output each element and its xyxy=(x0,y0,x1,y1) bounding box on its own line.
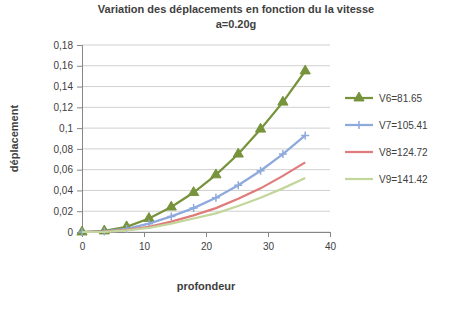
y-tick: 0,12 xyxy=(54,102,82,113)
series-marker xyxy=(257,167,265,175)
series-line xyxy=(82,71,305,232)
series-marker xyxy=(233,148,243,157)
legend-marker xyxy=(354,92,364,101)
y-tick-label: 0,04 xyxy=(54,185,74,196)
y-tick-label: 0,08 xyxy=(54,144,74,155)
y-tick-mark xyxy=(77,211,82,212)
grid-line xyxy=(82,148,330,149)
y-tick-mark xyxy=(77,170,82,171)
title: Variation des déplacements en fonction d… xyxy=(98,3,374,15)
series-line xyxy=(82,178,305,232)
y-tick-label: 0,16 xyxy=(54,60,74,71)
series-marker xyxy=(166,201,176,210)
y-tick: 0,1 xyxy=(59,123,82,134)
y-tick-mark xyxy=(77,107,82,108)
legend-marker xyxy=(355,121,363,129)
series-marker xyxy=(212,194,220,202)
x-tick-label: 30 xyxy=(263,241,275,252)
y-tick-label: 0,02 xyxy=(54,206,74,217)
legend-swatch xyxy=(345,178,373,180)
legend-label: V9=141.42 xyxy=(379,174,428,185)
y-tick-mark xyxy=(77,149,82,150)
series-line xyxy=(82,135,305,232)
plot-area xyxy=(77,65,310,236)
grid xyxy=(82,45,330,232)
y-tick-mark xyxy=(77,87,82,88)
y-axis-title: déplacement xyxy=(8,105,20,173)
legend-item: V8=124.72 xyxy=(345,147,428,158)
legend: V6=81.65 V7=105.41 V8=124.72 V9=141.42 xyxy=(345,92,428,185)
x-axis: 0 10 20 30 40 xyxy=(80,232,337,252)
series-marker xyxy=(255,123,265,132)
series-marker xyxy=(189,187,199,196)
grid-line xyxy=(82,107,330,108)
y-tick: 0,16 xyxy=(54,60,82,71)
legend-item: V7=105.41 xyxy=(345,120,428,131)
y-tick: 0,08 xyxy=(54,144,82,155)
y-tick-label: 0,1 xyxy=(59,123,73,134)
x-tick-mark xyxy=(206,232,207,237)
series-marker xyxy=(300,65,310,74)
y-axis: 0 0,02 0,04 0,06 0,08 0,1 0,12 0,14 0,16 0,18 xyxy=(54,40,83,238)
series-marker xyxy=(167,212,175,220)
legend-item: V6=81.65 xyxy=(345,92,423,104)
y-tick-label: 0,12 xyxy=(54,102,74,113)
y-tick-label: 0,14 xyxy=(54,81,74,92)
y-tick: 0,04 xyxy=(54,185,82,196)
y-tick: 0,14 xyxy=(54,81,82,92)
grid-line xyxy=(82,65,330,66)
x-tick: 20 xyxy=(201,232,213,252)
y-tick-label: 0,06 xyxy=(54,164,74,175)
x-tick: 40 xyxy=(325,232,337,252)
series-marker xyxy=(234,181,242,189)
y-tick: 0,06 xyxy=(54,164,82,175)
y-tick-mark xyxy=(77,128,82,129)
y-tick-mark xyxy=(77,190,82,191)
x-tick-mark xyxy=(144,232,145,237)
series-marker xyxy=(279,150,287,158)
y-tick-mark xyxy=(77,45,82,46)
legend-swatch xyxy=(345,151,373,153)
legend-label: V8=124.72 xyxy=(379,147,428,158)
x-tick: 10 xyxy=(139,232,151,252)
legend-item: V9=141.42 xyxy=(345,174,428,185)
grid-line xyxy=(82,45,330,46)
series-marker xyxy=(278,96,288,105)
y-axis-line xyxy=(77,46,83,233)
subtitle: a=0.20g xyxy=(216,18,257,30)
x-tick-label: 20 xyxy=(201,241,213,252)
x-tick-mark xyxy=(330,232,331,237)
series-line xyxy=(82,162,305,232)
y-tick-label: 0,18 xyxy=(54,40,74,51)
legend-label: V7=105.41 xyxy=(379,120,428,131)
grid-line xyxy=(82,190,330,191)
series-marker xyxy=(301,131,309,139)
y-tick: 0,02 xyxy=(54,206,82,217)
legend-label: V6=81.65 xyxy=(379,93,423,104)
y-tick: 0,18 xyxy=(54,40,82,51)
grid-line xyxy=(82,128,330,129)
x-tick-mark xyxy=(268,232,269,237)
chart: Variation des déplacements en fonction d… xyxy=(0,0,472,317)
y-tick-mark xyxy=(77,66,82,67)
series-marker xyxy=(190,204,198,212)
series-marker xyxy=(211,169,221,178)
x-tick-label: 0 xyxy=(80,241,86,252)
x-tick-label: 10 xyxy=(139,241,151,252)
y-tick-label: 0 xyxy=(67,227,73,238)
x-tick-label: 40 xyxy=(325,241,337,252)
x-axis-line xyxy=(83,233,331,238)
x-tick: 30 xyxy=(263,232,275,252)
x-axis-title: profondeur xyxy=(177,280,236,292)
